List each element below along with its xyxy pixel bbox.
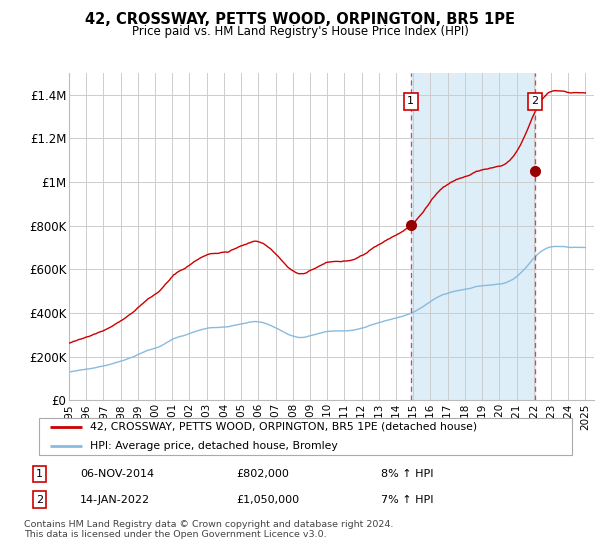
Text: 14-JAN-2022: 14-JAN-2022 [80,494,150,505]
Bar [410,73,535,400]
Text: 8% ↑ HPI: 8% ↑ HPI [381,469,434,479]
FancyBboxPatch shape [39,418,572,455]
Text: 2: 2 [36,494,43,505]
Text: Contains HM Land Registry data © Crown copyright and database right 2024.
This d: Contains HM Land Registry data © Crown c… [24,520,394,539]
Text: 7% ↑ HPI: 7% ↑ HPI [381,494,434,505]
Text: £802,000: £802,000 [236,469,289,479]
Text: 42, CROSSWAY, PETTS WOOD, ORPINGTON, BR5 1PE (detached house): 42, CROSSWAY, PETTS WOOD, ORPINGTON, BR5… [90,422,477,432]
Text: £1,050,000: £1,050,000 [236,494,299,505]
Text: HPI: Average price, detached house, Bromley: HPI: Average price, detached house, Brom… [90,441,338,450]
Text: 42, CROSSWAY, PETTS WOOD, ORPINGTON, BR5 1PE: 42, CROSSWAY, PETTS WOOD, ORPINGTON, BR5… [85,12,515,27]
Text: Price paid vs. HM Land Registry's House Price Index (HPI): Price paid vs. HM Land Registry's House … [131,25,469,38]
Text: 1: 1 [36,469,43,479]
Text: 1: 1 [407,96,414,106]
Text: 06-NOV-2014: 06-NOV-2014 [80,469,154,479]
Text: 2: 2 [531,96,538,106]
